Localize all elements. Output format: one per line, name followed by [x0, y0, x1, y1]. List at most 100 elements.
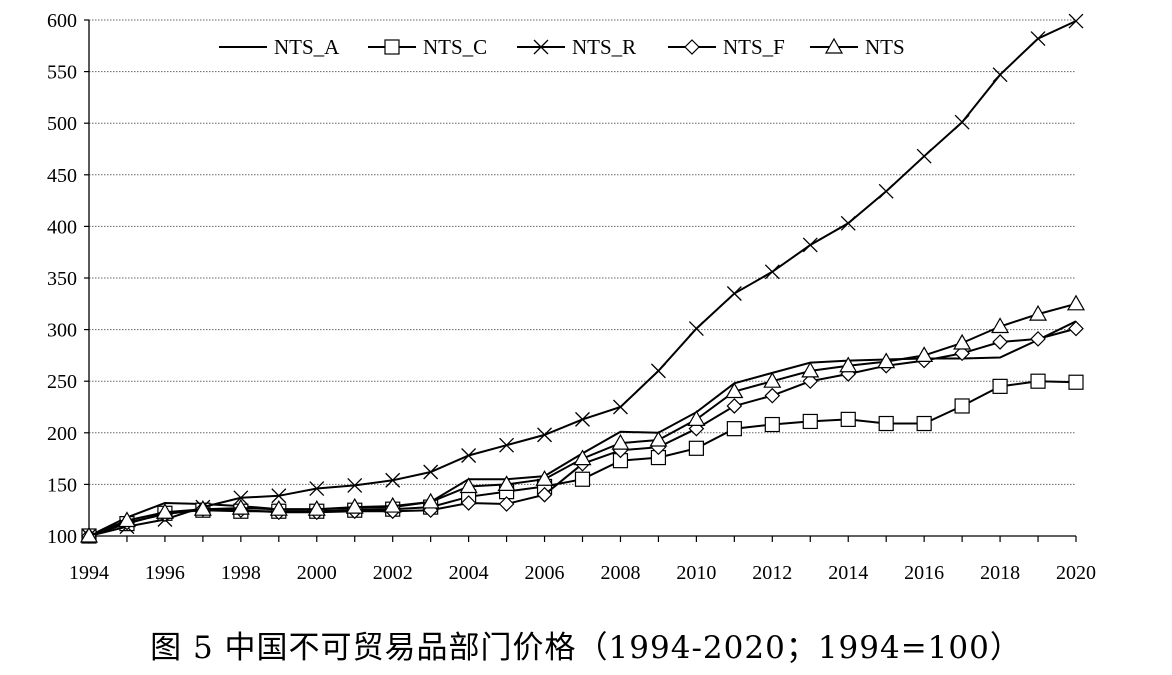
point-nts-f — [460, 495, 477, 511]
point-nts-r — [309, 481, 325, 496]
x-tick-label: 2004 — [449, 562, 489, 584]
point-nts — [725, 382, 744, 399]
point-nts-c — [992, 378, 1008, 394]
point-nts — [953, 333, 972, 350]
legend: NTS_A NTS_C NTS_R NTS_F NTS — [219, 35, 905, 59]
legend-label: NTS_F — [723, 35, 785, 59]
point-nts — [155, 503, 174, 519]
point-nts — [687, 410, 706, 426]
x-tick-label: 1996 — [145, 562, 185, 584]
point-nts — [421, 492, 440, 509]
gridlines — [89, 19, 1076, 485]
point-nts-r — [423, 464, 439, 480]
point-nts-c — [954, 398, 970, 414]
point-nts-r — [840, 215, 856, 231]
point-nts — [1066, 294, 1086, 311]
point-nts-c — [688, 440, 704, 456]
point-nts — [193, 499, 212, 516]
point-nts-f — [764, 387, 781, 404]
legend-item-nts-c: NTS_C — [368, 35, 487, 59]
point-nts — [839, 356, 858, 373]
point-nts-c — [726, 421, 742, 437]
point-nts-r — [802, 237, 818, 253]
y-tick-label: 550 — [47, 62, 77, 84]
point-nts-c — [916, 415, 932, 432]
point-nts-r — [461, 448, 477, 463]
point-nts-f — [1030, 331, 1046, 347]
series-nts — [79, 294, 1086, 543]
y-tick-label: 450 — [47, 165, 77, 187]
point-nts-r — [688, 321, 704, 337]
point-nts — [991, 317, 1010, 334]
point-nts-r — [271, 488, 287, 504]
y-tick-label: 350 — [47, 268, 77, 290]
series-nts-f — [81, 320, 1084, 544]
x-tick-label: 2010 — [676, 562, 716, 584]
x-tick-label: 2000 — [297, 562, 337, 584]
y-tick-label: 250 — [47, 371, 77, 393]
x-tick-label: 1998 — [221, 562, 261, 584]
x-tick-label: 2006 — [525, 562, 565, 584]
axes: 100 150 200 250 300 350 400 450 500 550 600 1994 199… — [47, 10, 1096, 584]
y-tick-label: 400 — [47, 216, 77, 238]
point-nts-f — [992, 334, 1008, 350]
y-tick-label: 300 — [47, 320, 77, 342]
legend-swatch-marker — [533, 39, 549, 55]
point-nts-c — [1030, 373, 1046, 389]
y-tick-label: 500 — [47, 113, 77, 135]
point-nts-r — [575, 411, 590, 427]
point-nts-r — [613, 399, 628, 415]
point-nts-f — [1068, 320, 1084, 337]
legend-label: NTS_C — [423, 35, 487, 59]
figure-caption: 图 5 中国不可贸易品部门价格（1994-2020；1994=100） — [150, 630, 1022, 666]
point-nts-r — [954, 114, 970, 130]
y-tick-label: 150 — [47, 474, 77, 496]
point-nts-r — [385, 472, 401, 488]
point-nts-r — [347, 477, 363, 493]
y-tick-label: 100 — [47, 526, 77, 548]
point-nts — [269, 499, 288, 516]
legend-label: NTS — [865, 35, 905, 59]
point-nts-r — [233, 490, 249, 506]
point-nts-f — [726, 398, 743, 414]
point-nts-c — [1068, 374, 1084, 390]
point-nts-c — [764, 416, 780, 433]
point-nts-r — [499, 437, 515, 453]
x-tick-label: 2012 — [752, 562, 792, 584]
legend-item-nts: NTS — [810, 35, 905, 59]
point-nts — [307, 499, 326, 516]
point-nts-f — [536, 486, 553, 503]
point-nts-c — [574, 471, 591, 487]
point-nts-r — [726, 286, 742, 301]
x-tick-label: 1994 — [69, 562, 109, 584]
legend-item-nts-a: NTS_A — [219, 35, 340, 59]
x-tick-label: 2016 — [904, 562, 944, 584]
point-nts-c — [878, 415, 894, 432]
point-nts — [497, 475, 516, 491]
legend-swatch-marker — [824, 37, 844, 54]
point-nts — [573, 449, 592, 466]
point-nts — [611, 433, 630, 450]
point-nts — [1029, 304, 1048, 321]
point-nts-f — [802, 373, 819, 390]
legend-swatch-marker — [384, 39, 400, 55]
point-nts — [345, 497, 364, 514]
x-tick-label: 2018 — [980, 562, 1020, 584]
point-nts — [649, 430, 668, 447]
x-tick-label: 2020 — [1056, 562, 1096, 584]
point-nts — [877, 352, 896, 369]
point-nts-c — [840, 411, 856, 427]
point-nts — [79, 526, 99, 543]
point-nts-r — [1068, 13, 1084, 29]
point-nts-r — [537, 427, 552, 443]
point-nts — [459, 477, 478, 494]
point-nts — [763, 371, 782, 388]
point-nts — [915, 346, 934, 362]
series-lines — [79, 13, 1086, 544]
point-nts-r — [764, 264, 780, 280]
point-nts-c — [802, 413, 818, 430]
point-nts — [801, 361, 820, 378]
point-nts — [535, 470, 554, 486]
x-tick-label: 2002 — [373, 562, 413, 584]
point-nts — [231, 498, 250, 515]
